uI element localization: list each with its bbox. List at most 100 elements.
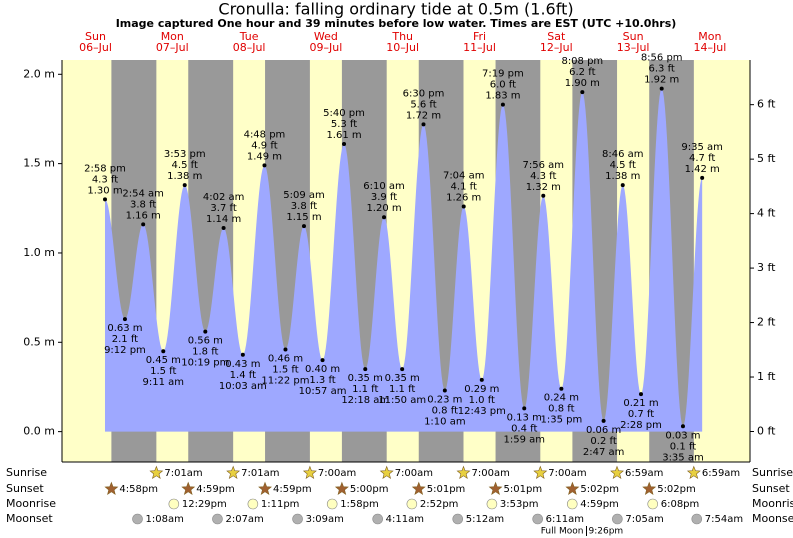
tide-label: 1:59 am xyxy=(503,434,545,445)
tide-point xyxy=(700,175,705,180)
tide-label: 2.1 ft xyxy=(112,334,138,345)
moonrise-time: 3:53pm xyxy=(500,499,539,510)
tide-label: 11:50 am xyxy=(378,395,426,406)
tide-label: 4:02 am xyxy=(203,192,245,203)
tide-label: 0.56 m xyxy=(188,336,223,347)
tide-label: 0.06 m xyxy=(586,425,621,436)
tide-label: 1.42 m xyxy=(685,164,720,175)
tide-label: 1.49 m xyxy=(247,151,282,162)
sunrise-time: 7:00am xyxy=(395,468,433,479)
sunset-time: 5:02pm xyxy=(657,484,696,495)
moonrise-icon xyxy=(647,498,659,510)
moonrise-icon xyxy=(566,498,578,510)
tide-label: 0.46 m xyxy=(268,353,303,364)
tide-label: 0.1 ft xyxy=(670,441,696,452)
tide-label: 6:10 am xyxy=(363,181,405,192)
moonrise-icon xyxy=(326,498,338,510)
sunset-icon xyxy=(565,481,580,495)
day-name: Tue xyxy=(239,30,259,43)
tide-label: 1.5 ft xyxy=(272,364,298,375)
tide-label: 1.72 m xyxy=(406,110,441,121)
tide-point xyxy=(479,377,484,382)
sunset-icon xyxy=(642,481,657,495)
tide-label: 12:43 pm xyxy=(458,406,506,417)
row-label-right: Moonset xyxy=(752,512,793,525)
tide-label: 1:10 am xyxy=(424,417,466,428)
tide-label: 3.9 ft xyxy=(371,192,397,203)
tide-label: 3.7 ft xyxy=(210,203,236,214)
tide-label: 1.90 m xyxy=(565,78,600,89)
tide-label: 2:54 am xyxy=(122,188,164,199)
tide-point xyxy=(400,367,405,372)
tide-label: 0.29 m xyxy=(464,384,499,395)
tide-area xyxy=(104,88,703,432)
tide-point xyxy=(262,163,267,168)
tide-label: 0.8 ft xyxy=(432,406,458,417)
moonset-icon xyxy=(212,513,223,525)
day-date: 07–Jul xyxy=(156,41,189,54)
y-tick-label: 1.0 m xyxy=(23,246,55,259)
chart-subtitle: Image captured One hour and 39 minutes b… xyxy=(116,17,677,30)
tide-label: 0.23 m xyxy=(427,395,462,406)
tide-label: 6:30 pm xyxy=(403,88,445,99)
day-date: 08–Jul xyxy=(233,41,266,54)
tide-label: 1.15 m xyxy=(286,212,321,223)
tide-label: 1.16 m xyxy=(126,210,161,221)
tide-point xyxy=(559,386,564,391)
tide-point xyxy=(102,197,107,202)
tide-label: 1.32 m xyxy=(526,182,561,193)
moonrise-icon xyxy=(168,498,180,510)
tide-label: 6.0 ft xyxy=(490,80,516,91)
tide-label: 0.13 m xyxy=(507,412,542,423)
tide-label: 0.40 m xyxy=(305,364,340,375)
tide-point xyxy=(240,352,245,357)
tide-label: 0.63 m xyxy=(107,323,142,334)
tide-point xyxy=(601,418,606,423)
tide-label: 3.8 ft xyxy=(130,199,156,210)
tide-label: 8:56 pm xyxy=(641,53,683,64)
tide-label: 0.35 m xyxy=(385,373,420,384)
tide-label: 1.5 ft xyxy=(150,366,176,377)
moonrise-time: 1:58pm xyxy=(340,499,379,510)
tide-label: 1.92 m xyxy=(644,75,679,86)
day-date: 13–Jul xyxy=(617,41,650,54)
sunrise-icon xyxy=(610,465,624,479)
tide-point xyxy=(580,90,585,95)
moonset-icon xyxy=(691,513,703,525)
moonrise-time: 4:59pm xyxy=(580,499,619,510)
tide-label: 2:47 am xyxy=(583,447,625,458)
moonset-time: 5:12am xyxy=(466,514,504,525)
tide-label: 6.2 ft xyxy=(569,67,595,78)
moonrise-time: 12:29pm xyxy=(182,499,227,510)
sunset-icon xyxy=(104,481,119,495)
tide-point xyxy=(161,349,166,354)
tide-label: 1.1 ft xyxy=(352,384,378,395)
sunset-time: 4:58pm xyxy=(119,484,158,495)
tide-label: 8:08 pm xyxy=(561,56,603,67)
tide-label: 1.4 ft xyxy=(230,370,256,381)
moonrise-icon xyxy=(247,498,259,510)
moonrise-time: 6:08pm xyxy=(661,499,700,510)
tide-point xyxy=(442,388,447,393)
sunrise-time: 6:59am xyxy=(702,468,740,479)
tide-point xyxy=(680,424,685,429)
y2-tick-label: 1 ft xyxy=(757,370,776,383)
tide-label: 1.14 m xyxy=(206,214,241,225)
moonset-icon xyxy=(532,513,543,525)
tide-label: 1.38 m xyxy=(605,171,640,182)
y-tick-label: 0.5 m xyxy=(23,335,55,348)
tide-point xyxy=(461,204,466,209)
sunrise-icon xyxy=(533,465,548,479)
tide-label: 5:40 pm xyxy=(323,108,365,119)
sunrise-icon xyxy=(456,465,471,479)
sunset-time: 4:59pm xyxy=(196,484,235,495)
row-label-right: Moonrise xyxy=(752,497,793,510)
moonset-time: 7:54am xyxy=(705,514,743,525)
tide-label: 0.43 m xyxy=(225,359,260,370)
day-date: 11–Jul xyxy=(463,41,496,54)
sunset-time: 4:59pm xyxy=(273,484,312,495)
y2-tick-label: 0 ft xyxy=(757,424,776,437)
full-moon-label: Full Moon xyxy=(541,527,584,537)
tide-label: 5.3 ft xyxy=(331,119,357,130)
y-tick-label: 1.5 m xyxy=(23,157,55,170)
